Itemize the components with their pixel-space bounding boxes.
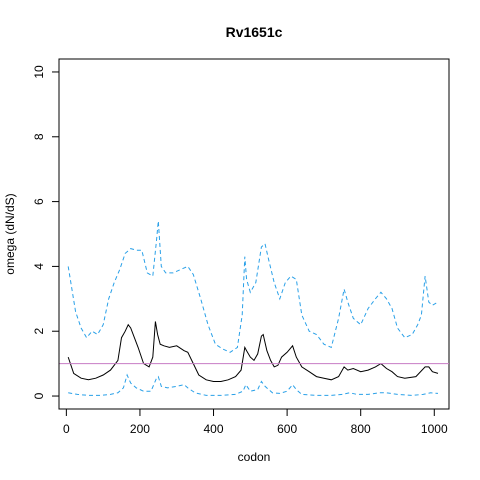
series-line-interval-2	[68, 373, 439, 396]
x-tick-label: 0	[63, 422, 70, 436]
y-tick-label: 0	[32, 392, 46, 399]
y-tick-label: 6	[32, 198, 46, 205]
x-tick-label: 400	[204, 422, 224, 436]
series-layer	[67, 220, 439, 396]
x-tick-label: 800	[351, 422, 371, 436]
y-tick-label: 8	[32, 133, 46, 140]
y-axis-label: omega (dN/dS)	[3, 193, 17, 274]
x-tick-label: 600	[277, 422, 297, 436]
plot-frame	[58, 58, 450, 410]
y-axis: 0 2 4 6 8 10	[32, 65, 60, 399]
series-line-interval-1	[67, 220, 439, 353]
series-line-estimate	[67, 321, 439, 382]
x-tick-label: 200	[130, 422, 150, 436]
chart-title: Rv1651c	[226, 24, 283, 40]
x-axis: 0 200 400 600 800 1000	[63, 408, 448, 436]
x-axis-label: codon	[238, 450, 271, 464]
y-tick-label: 2	[32, 328, 46, 335]
y-tick-label: 10	[32, 65, 46, 79]
y-tick-label: 4	[32, 263, 46, 270]
x-tick-label: 1000	[421, 422, 448, 436]
